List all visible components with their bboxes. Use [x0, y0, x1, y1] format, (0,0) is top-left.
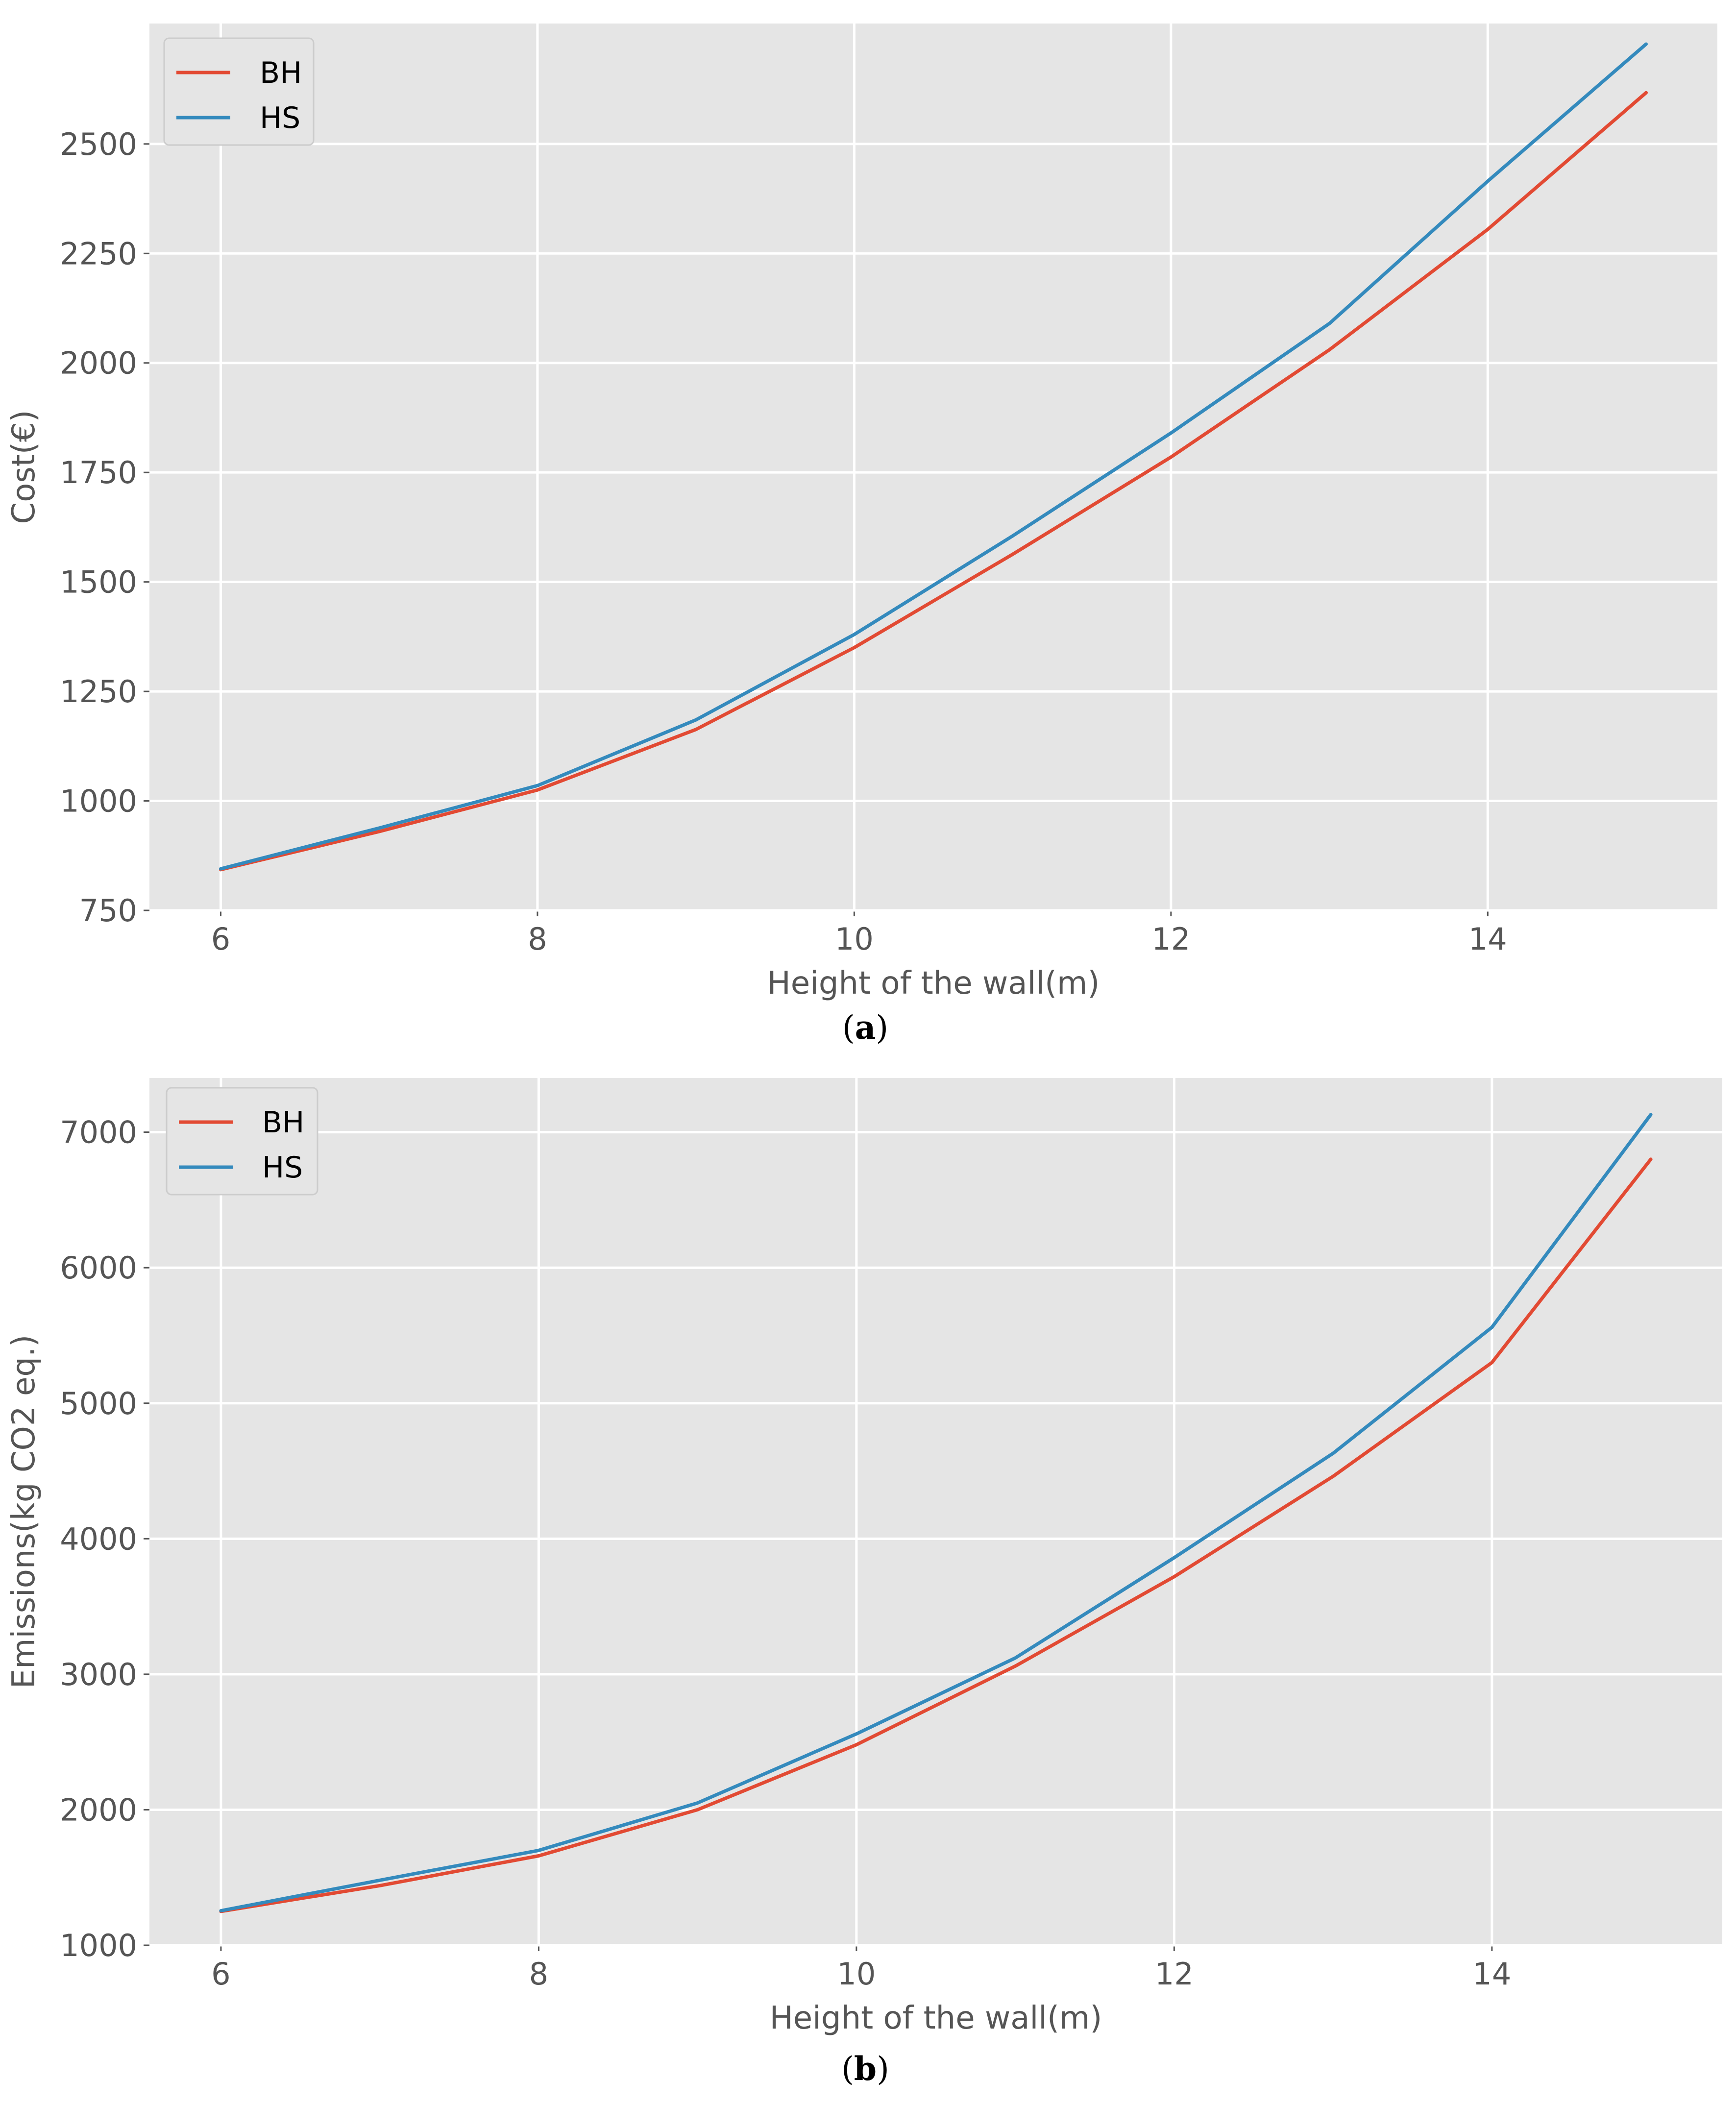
y-tick-label: 7000 [60, 1115, 137, 1150]
caption-letter: b [854, 2050, 877, 2088]
legend: BH HS [163, 37, 315, 146]
y-tick-label: 4000 [60, 1521, 137, 1557]
y-axis-title: Cost(€) [6, 410, 42, 524]
y-tick-label: 5000 [60, 1386, 137, 1421]
y-tick-label: 1250 [60, 674, 137, 710]
x-tick-label: 12 [1151, 921, 1190, 957]
caption-paren-close: ) [876, 1009, 888, 1047]
panel-caption: (b) [841, 2050, 889, 2088]
caption-paren-close: ) [877, 2050, 889, 2088]
x-tick-label: 12 [1155, 1956, 1194, 1992]
chart-panel-a: 6 8 10 12 14 750 1000 1250 1500 1750 2000 2250 2500 H… [6, 24, 1717, 1047]
caption-letter: a [855, 1008, 876, 1047]
legend-label-hs: HS [260, 101, 300, 135]
y-tick-label: 2500 [60, 126, 137, 162]
chart-panel-b: 6 8 10 12 14 1000 2000 3000 4000 5000 6000 7000 Heig… [6, 1078, 1722, 2088]
y-tick-label: 2000 [60, 1792, 137, 1828]
panel-caption: (a) [842, 1008, 888, 1047]
y-tick-label: 3000 [60, 1657, 137, 1692]
caption-paren-open: ( [841, 2050, 854, 2088]
x-tick-label: 10 [835, 921, 874, 957]
plot-area [149, 1078, 1722, 1945]
legend-label-bh: BH [262, 1105, 304, 1140]
y-tick-label: 2250 [60, 236, 137, 271]
x-tick-label: 14 [1472, 1956, 1511, 1992]
legend-label-bh: BH [260, 56, 302, 90]
x-tick-label: 6 [211, 921, 230, 957]
y-tick-label: 1500 [60, 564, 137, 600]
y-tick-label: 1000 [60, 1928, 137, 1963]
x-tick-label: 6 [211, 1956, 230, 1992]
x-tick-label: 10 [837, 1956, 876, 1992]
y-tick-label: 6000 [60, 1250, 137, 1286]
x-axis-title: Height of the wall(m) [767, 965, 1100, 1002]
plot-area [149, 24, 1717, 910]
series-line-hs [219, 42, 1648, 871]
x-tick-label: 14 [1468, 921, 1507, 957]
y-tick-label: 2000 [60, 345, 137, 381]
x-tick-label: 8 [528, 921, 547, 957]
x-axis-title: Height of the wall(m) [770, 2000, 1102, 2036]
series-line-hs [219, 1113, 1653, 1912]
caption-paren-open: ( [842, 1009, 855, 1047]
y-tick-label: 750 [79, 893, 137, 929]
y-axis-title: Emissions(kg CO2 eq.) [6, 1335, 42, 1689]
y-tick-label: 1000 [60, 783, 137, 819]
y-tick-label: 1750 [60, 455, 137, 490]
legend-label-hs: HS [262, 1150, 303, 1185]
x-tick-label: 8 [529, 1956, 548, 1992]
series-line-bh [219, 1157, 1653, 1913]
legend: BH HS [166, 1087, 318, 1196]
series-line-bh [219, 91, 1648, 872]
